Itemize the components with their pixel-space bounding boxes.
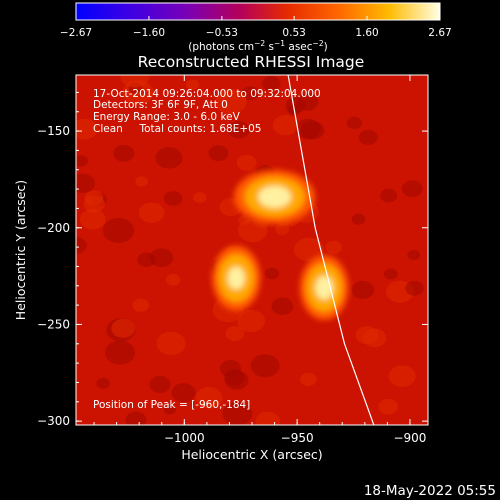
texture-blob	[225, 326, 245, 342]
y-axis: −150 −200 −250 −300	[37, 91, 428, 428]
texture-blob	[407, 249, 421, 261]
texture-blob	[149, 248, 174, 268]
colorbar-tick-label: −0.53	[206, 27, 238, 39]
texture-blob	[76, 237, 87, 254]
texture-blob	[132, 298, 150, 312]
texture-blob	[237, 218, 268, 243]
peak-position-label: Position of Peak = [-960,-184]	[93, 399, 250, 411]
solar-limb-curve	[287, 75, 375, 425]
x-tick-label: −900	[393, 431, 426, 445]
texture-blob	[113, 144, 135, 162]
texture-blob	[149, 375, 171, 394]
texture-blob	[295, 118, 321, 140]
texture-blob	[293, 237, 325, 262]
colorbar: −2.67 −1.60 −0.53 0.53 1.60 2.67 (photons cm−…	[60, 2, 452, 53]
texture-blob	[208, 145, 229, 162]
texture-blob	[380, 188, 398, 203]
texture-blob	[378, 398, 398, 415]
texture-blob	[346, 116, 362, 129]
texture-blob	[171, 383, 196, 403]
texture-blob	[223, 369, 245, 386]
colorbar-tick-label: −2.67	[60, 27, 92, 39]
texture-blob	[300, 372, 317, 386]
texture-blob	[405, 280, 424, 296]
colorbar-tick-label: 0.53	[282, 27, 305, 39]
texture-blob	[76, 173, 95, 194]
texture-blob	[76, 118, 98, 140]
colorbar-unit-label: (photons cm−2 s−1 asec−2)	[188, 39, 327, 53]
x-axis-label: Heliocentric X (arcsec)	[181, 447, 322, 462]
texture-blob	[76, 155, 88, 167]
texture-blob	[105, 340, 135, 365]
info-line-time: 17-Oct-2014 09:26:04.000 to 09:32:04.000	[93, 88, 321, 100]
texture-blob	[163, 191, 183, 206]
chart-title: Reconstructed RHESSI Image	[138, 53, 365, 71]
info-block: 17-Oct-2014 09:26:04.000 to 09:32:04.000…	[93, 88, 321, 135]
texture-blob	[228, 121, 250, 139]
texture-blob	[272, 114, 299, 136]
x-tick-label: −950	[281, 431, 314, 445]
texture-blob	[215, 88, 247, 114]
texture-blob	[193, 192, 207, 203]
texture-blob	[163, 404, 176, 415]
info-line-energy: Energy Range: 3.0 - 6.0 keV	[93, 111, 241, 123]
y-tick-label: −200	[37, 221, 70, 235]
footer-date: 18-May-2022 05:55	[364, 483, 496, 499]
texture-blob	[250, 354, 280, 378]
colorbar-tick-label: 1.60	[355, 27, 378, 39]
texture-blob	[261, 76, 281, 91]
texture-blob	[388, 365, 416, 387]
texture-blob	[102, 218, 135, 243]
texture-blob	[96, 377, 110, 389]
texture-blob	[222, 401, 253, 425]
texture-blob	[275, 223, 290, 235]
colorbar-frame	[75, 2, 441, 21]
texture-blob	[237, 309, 266, 333]
x-tick-label: −1000	[164, 431, 205, 445]
y-tick-label: −250	[37, 317, 70, 331]
texture-blob	[195, 387, 223, 409]
texture-blob	[185, 79, 199, 90]
texture-blob	[351, 280, 375, 300]
texture-blob	[79, 209, 106, 230]
y-tick-label: −150	[37, 124, 70, 138]
texture-blob	[325, 240, 343, 254]
texture-blob	[111, 318, 136, 338]
texture-blob	[401, 180, 423, 198]
info-line-detectors: Detectors: 3F 6F 9F, Att 0	[93, 99, 228, 111]
texture-blob	[138, 202, 165, 224]
texture-blob	[264, 267, 280, 280]
texture-blob	[120, 75, 150, 88]
texture-blob	[271, 297, 294, 316]
texture-blob	[351, 213, 366, 225]
texture-blob	[362, 328, 387, 348]
colorbar-tick-label: −1.60	[133, 27, 165, 39]
y-axis-label: Heliocentric Y (arcsec)	[13, 180, 28, 320]
texture-blob	[155, 147, 183, 169]
texture-blob	[255, 411, 281, 425]
sources	[211, 169, 349, 321]
texture-blob	[383, 268, 398, 280]
texture-blob	[156, 331, 186, 355]
texture-blob	[84, 190, 104, 206]
x-axis: −1000 −950 −900	[93, 75, 426, 445]
colorbar-tick-label: 2.67	[428, 27, 451, 39]
source-peak	[227, 266, 245, 290]
texture-blob	[165, 274, 181, 286]
texture-blob	[236, 154, 257, 171]
plot-area	[76, 75, 428, 425]
source-peak	[258, 185, 292, 208]
info-line-counts: Clean Total counts: 1.68E+05	[93, 123, 262, 135]
texture-blob	[358, 129, 378, 145]
colorbar-gradient	[76, 3, 440, 20]
y-tick-label: −300	[37, 414, 70, 428]
texture-blob	[135, 176, 148, 187]
texture-blob	[125, 411, 147, 425]
